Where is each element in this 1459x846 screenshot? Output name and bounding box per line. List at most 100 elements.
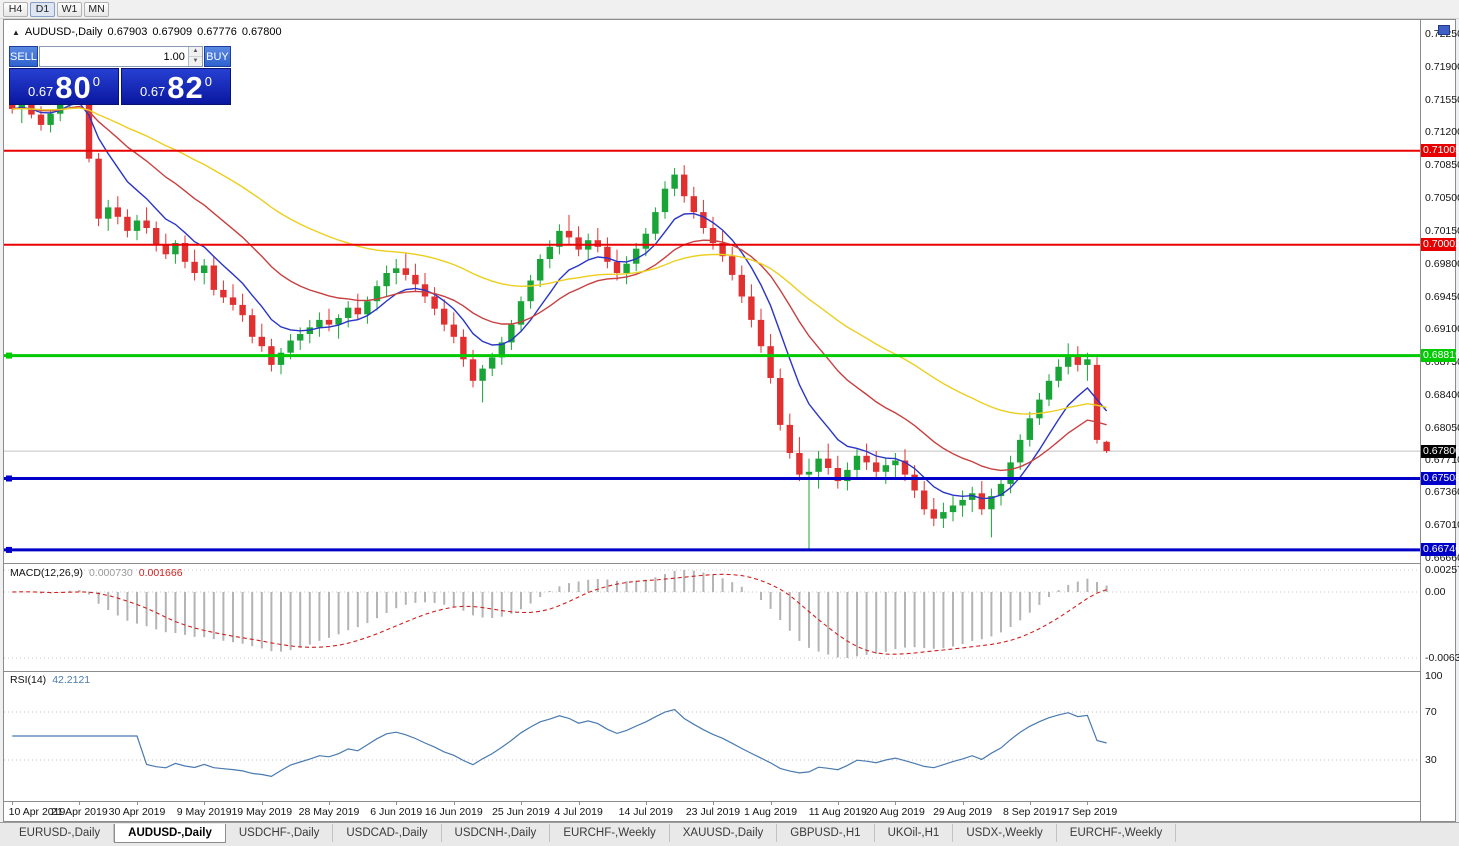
macd-axis-label: 0.002574 <box>1425 564 1459 576</box>
timeframe-button-mn[interactable]: MN <box>84 1 109 17</box>
time-axis-tick <box>521 802 522 805</box>
panel-separator[interactable] <box>4 563 1455 564</box>
macd-signal-value: 0.001666 <box>138 567 183 579</box>
chart-tab-10[interactable]: EURCHF-,Weekly <box>1057 824 1177 842</box>
low-value: 0.67776 <box>197 26 237 38</box>
chart-tab-5[interactable]: EURCHF-,Weekly <box>550 824 670 842</box>
chart-tab-4[interactable]: USDCNH-,Daily <box>442 824 551 842</box>
date-axis-label: 21 Apr 2019 <box>51 806 108 818</box>
price-level-badge: 0.67508 <box>1421 472 1459 485</box>
date-axis-label: 29 Aug 2019 <box>933 806 993 818</box>
rsi-indicator-chart[interactable] <box>4 672 1420 801</box>
timeframe-button-d1[interactable]: D1 <box>30 1 55 17</box>
volume-input[interactable] <box>39 47 188 66</box>
main-price-chart[interactable] <box>4 20 1420 563</box>
sell-button[interactable]: SELL <box>9 46 38 67</box>
rsi-axis-label: 30 <box>1425 754 1437 766</box>
panel-separator[interactable] <box>4 801 1455 802</box>
date-axis-label: 20 Aug 2019 <box>865 806 925 818</box>
buy-price-display[interactable]: 0.67 82 0 <box>121 68 231 105</box>
buy-button[interactable]: BUY <box>203 46 231 67</box>
rsi-axis-label: 70 <box>1425 706 1437 718</box>
rsi-name: RSI(14) <box>10 674 47 686</box>
time-axis-tick <box>396 802 398 805</box>
sell-price-pip: 0 <box>92 74 101 89</box>
buy-price-pip: 0 <box>204 74 213 89</box>
time-axis-tick <box>79 802 81 805</box>
date-axis-label: 6 Jun 2019 <box>370 806 423 818</box>
macd-axis-label: -0.00632 <box>1425 652 1459 664</box>
date-axis-label: 14 Jul 2019 <box>618 806 673 818</box>
time-axis-tick <box>261 802 263 805</box>
chart-tab-7[interactable]: GBPUSD-,H1 <box>777 824 875 842</box>
time-axis-tick <box>713 802 714 805</box>
time-axis-tick <box>1029 802 1031 805</box>
buy-price-main: 82 <box>167 70 204 105</box>
volume-increase-button[interactable]: ▲ <box>188 47 202 57</box>
sell-price-main: 80 <box>55 70 92 105</box>
close-value: 0.67800 <box>241 26 282 38</box>
macd-name: MACD(12,26,9) <box>10 567 83 579</box>
timeframe-toolbar: H4 D1 W1 MN <box>0 0 1459 19</box>
price-level-badge: 0.68819 <box>1421 349 1459 363</box>
macd-main-value: 0.000730 <box>88 567 133 579</box>
date-axis-label: 30 Apr 2019 <box>108 806 166 818</box>
chart-tab-6[interactable]: XAUUSD-,Daily <box>670 824 778 842</box>
chart-tab-3[interactable]: USDCAD-,Daily <box>333 824 442 842</box>
time-axis-tick <box>895 802 897 805</box>
date-axis-label: 10 Apr 2019 <box>8 806 66 818</box>
timeframe-button-h4[interactable]: H4 <box>3 1 28 17</box>
date-axis-label: 19 May 2019 <box>231 806 293 818</box>
chart-tab-8[interactable]: UKOil-,H1 <box>875 824 954 842</box>
time-axis-tick <box>329 802 330 805</box>
rsi-axis-label: 100 <box>1425 670 1443 682</box>
chart-area: ▲ AUDUSD-,Daily 0.67903 0.67909 0.67776 … <box>3 19 1459 822</box>
symbol-label: AUDUSD-,Daily <box>24 26 103 38</box>
panel-separator[interactable] <box>4 671 1455 672</box>
rsi-value: 42.2121 <box>52 674 91 686</box>
chart-tab-1[interactable]: AUDUSD-,Daily <box>114 824 226 843</box>
date-axis-label: 17 Sep 2019 <box>1057 806 1118 818</box>
time-axis-tick <box>962 802 964 805</box>
sell-price-prefix: 0.67 <box>27 84 54 99</box>
chart-tab-2[interactable]: USDCHF-,Daily <box>226 824 334 842</box>
volume-decrease-button[interactable]: ▼ <box>188 57 202 66</box>
chart-tab-9[interactable]: USDX-,Weekly <box>953 824 1057 842</box>
time-axis-tick <box>453 802 455 805</box>
chart-scroll-marker[interactable] <box>1438 25 1450 35</box>
time-axis-tick <box>137 802 138 805</box>
date-axis-label: 9 May 2019 <box>176 806 232 818</box>
time-axis-tick <box>837 802 839 805</box>
time-axis-tick <box>12 802 14 805</box>
time-axis-tick <box>1087 802 1089 805</box>
chart-tabs-bar: EURUSD-,Daily AUDUSD-,Daily USDCHF-,Daily U… <box>0 822 1459 846</box>
high-value: 0.67909 <box>152 26 193 38</box>
sell-price-display[interactable]: 0.67 80 0 <box>9 68 119 105</box>
timeframe-button-w1[interactable]: W1 <box>57 1 82 17</box>
one-click-trading-panel: SELL ▲ ▼ BUY 0.67 80 0 0.67 <box>9 46 231 105</box>
date-axis-label: 1 Aug 2019 <box>744 806 798 818</box>
date-axis-label: 28 May 2019 <box>298 806 360 818</box>
macd-indicator-label: MACD(12,26,9) 0.000730 0.001666 <box>10 567 183 579</box>
macd-axis-label: 0.00 <box>1425 586 1446 598</box>
price-level-badge: 0.71005 <box>1421 144 1459 158</box>
time-axis-tick <box>578 802 580 805</box>
chart-tab-0[interactable]: EURUSD-,Daily <box>6 824 115 842</box>
price-level-badge: 0.66746 <box>1421 543 1459 557</box>
date-axis-label: 25 Jun 2019 <box>492 806 550 818</box>
macd-indicator-chart[interactable] <box>4 564 1420 671</box>
time-axis-tick <box>645 802 647 805</box>
date-axis-label: 23 Jul 2019 <box>685 806 741 818</box>
date-axis-label: 4 Jul 2019 <box>554 806 603 818</box>
price-axis[interactable]: 0.722500.719000.715500.712000.708500.705… <box>1420 20 1459 821</box>
